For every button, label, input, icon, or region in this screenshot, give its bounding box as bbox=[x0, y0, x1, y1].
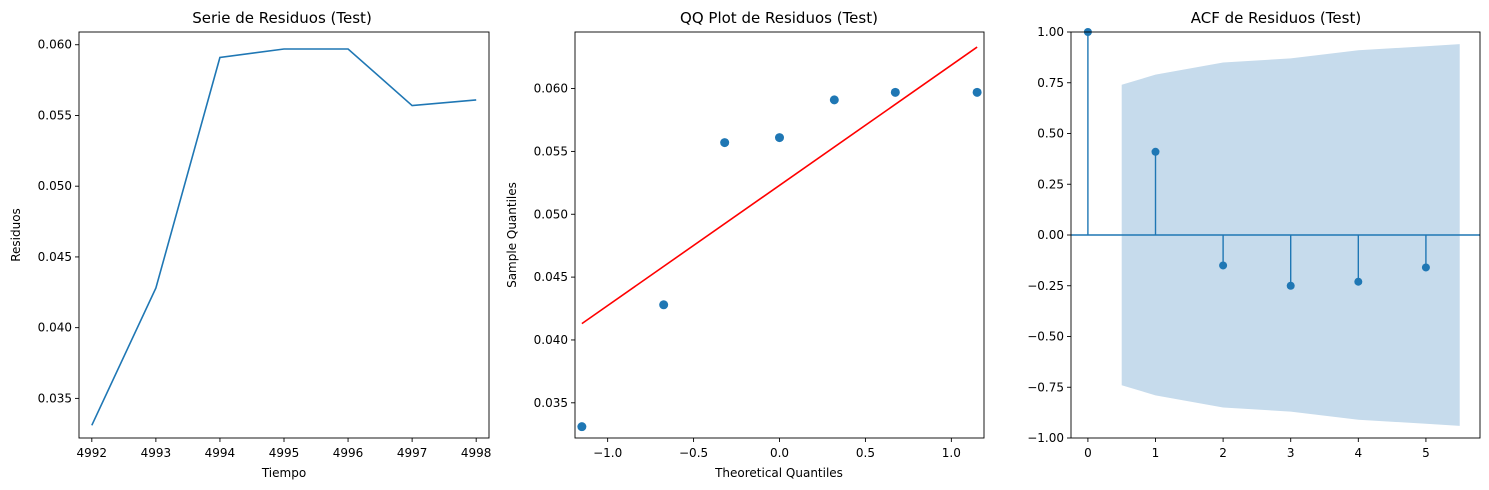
residual-series-xtick-label: 4998 bbox=[461, 446, 492, 460]
residual-series-chart: Serie de Residuos (Test) 0.035 0.040 0.045… bbox=[9, 9, 491, 480]
qq-point bbox=[577, 422, 587, 432]
qq-plot-ytick-label: 0.060 bbox=[534, 82, 568, 96]
residual-series-xtick-label: 4993 bbox=[141, 446, 172, 460]
acf-ytick-label: 0.00 bbox=[1037, 228, 1064, 242]
acf-stem-marker bbox=[1286, 281, 1295, 290]
residual-series-xtick-label: 4996 bbox=[333, 446, 364, 460]
acf-ytick-label: 0.50 bbox=[1037, 127, 1064, 141]
residual-series-ytick-label: 0.045 bbox=[38, 250, 72, 264]
qq-plot-plot-area bbox=[574, 31, 985, 439]
residual-series-plot-area bbox=[78, 31, 490, 439]
qq-point bbox=[659, 300, 669, 310]
acf-stem-marker bbox=[1354, 277, 1363, 286]
residual-series-ytick-label: 0.050 bbox=[38, 179, 72, 193]
qq-plot-ytick-label: 0.045 bbox=[534, 270, 568, 284]
qq-plot-ylabel: Sample Quantiles bbox=[505, 182, 519, 288]
acf-xtick-label: 5 bbox=[1422, 446, 1430, 460]
acf-ytick-label: 0.75 bbox=[1037, 76, 1064, 90]
qq-reference-line bbox=[581, 46, 978, 325]
qq-plot-xtick-label: 0.5 bbox=[856, 446, 875, 460]
acf-xtick-label: 3 bbox=[1287, 446, 1295, 460]
qq-plot-xtick-label: 0.0 bbox=[770, 446, 789, 460]
qq-plot-title: QQ Plot de Residuos (Test) bbox=[680, 9, 878, 27]
qq-plot-ytick-label: 0.040 bbox=[534, 333, 568, 347]
acf-stem-marker bbox=[1421, 263, 1430, 272]
acf-xtick-label: 4 bbox=[1354, 446, 1362, 460]
residual-series-ytick-label: 0.035 bbox=[38, 391, 72, 405]
acf-ytick-label: 1.00 bbox=[1037, 25, 1064, 39]
residual-series-xtick-label: 4992 bbox=[77, 446, 108, 460]
qq-point bbox=[829, 95, 839, 105]
acf-ytick-label: −0.25 bbox=[1027, 279, 1064, 293]
qq-point bbox=[720, 138, 730, 148]
qq-point bbox=[890, 87, 900, 97]
residual-series-xtick-label: 4994 bbox=[205, 446, 236, 460]
residual-series-xtick-label: 4997 bbox=[397, 446, 428, 460]
acf-chart: ACF de Residuos (Test) −1.00 −0.75 −0.50 −0… bbox=[1027, 9, 1481, 460]
acf-stem-marker bbox=[1219, 261, 1228, 270]
qq-plot-ytick-label: 0.035 bbox=[534, 396, 568, 410]
qq-plot-xtick-label: −0.5 bbox=[679, 446, 708, 460]
acf-ytick-label: −0.50 bbox=[1027, 330, 1064, 344]
qq-point bbox=[775, 133, 784, 143]
acf-xtick-label: 1 bbox=[1152, 446, 1160, 460]
qq-plot-xlabel: Theoretical Quantiles bbox=[714, 466, 843, 480]
residual-series-line bbox=[91, 48, 477, 426]
residual-series-ytick-label: 0.040 bbox=[38, 321, 72, 335]
qq-plot-xtick-label: 1.0 bbox=[942, 446, 961, 460]
qq-point bbox=[972, 87, 982, 97]
acf-xtick-label: 0 bbox=[1084, 446, 1092, 460]
qq-plot-ytick-label: 0.050 bbox=[534, 207, 568, 221]
residual-series-title: Serie de Residuos (Test) bbox=[192, 9, 372, 27]
qq-plot-chart: QQ Plot de Residuos (Test) 0.035 0.040 0.0… bbox=[505, 9, 985, 480]
residual-series-ytick-label: 0.060 bbox=[38, 38, 72, 52]
qq-plot-ytick-label: 0.055 bbox=[534, 144, 568, 158]
residual-series-ytick-label: 0.055 bbox=[38, 108, 72, 122]
acf-stem-marker bbox=[1151, 147, 1160, 156]
residual-series-xlabel: Tiempo bbox=[261, 466, 306, 480]
acf-ytick-label: 0.25 bbox=[1037, 177, 1064, 191]
qq-plot-xtick-label: −1.0 bbox=[593, 446, 622, 460]
residual-series-ylabel: Residuos bbox=[9, 208, 23, 262]
acf-title: ACF de Residuos (Test) bbox=[1191, 9, 1361, 27]
acf-ytick-label: −0.75 bbox=[1027, 380, 1064, 394]
acf-ytick-label: −1.00 bbox=[1027, 431, 1064, 445]
acf-xtick-label: 2 bbox=[1219, 446, 1227, 460]
residual-series-xtick-label: 4995 bbox=[269, 446, 300, 460]
